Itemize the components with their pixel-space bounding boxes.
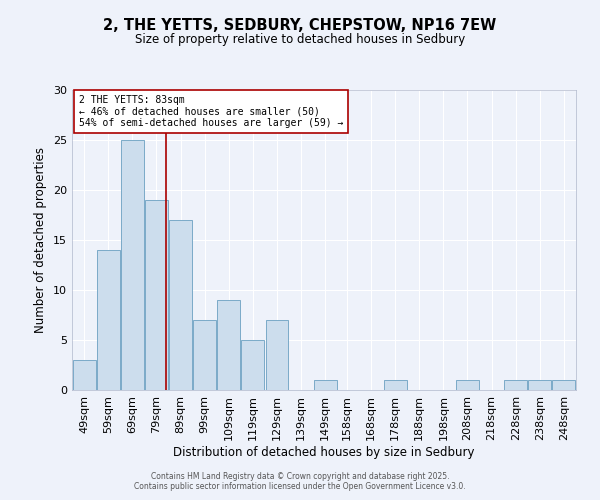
- Text: 2 THE YETTS: 83sqm
← 46% of detached houses are smaller (50)
54% of semi-detache: 2 THE YETTS: 83sqm ← 46% of detached hou…: [79, 95, 344, 128]
- Text: Contains HM Land Registry data © Crown copyright and database right 2025.: Contains HM Land Registry data © Crown c…: [151, 472, 449, 481]
- Bar: [145, 200, 168, 390]
- Text: 2, THE YETTS, SEDBURY, CHEPSTOW, NP16 7EW: 2, THE YETTS, SEDBURY, CHEPSTOW, NP16 7E…: [103, 18, 497, 32]
- Bar: [121, 140, 144, 390]
- Bar: [314, 380, 337, 390]
- Bar: [241, 340, 265, 390]
- Bar: [553, 380, 575, 390]
- Bar: [193, 320, 216, 390]
- Bar: [383, 380, 407, 390]
- Bar: [169, 220, 192, 390]
- Bar: [504, 380, 527, 390]
- Y-axis label: Number of detached properties: Number of detached properties: [34, 147, 47, 333]
- Text: Contains public sector information licensed under the Open Government Licence v3: Contains public sector information licen…: [134, 482, 466, 491]
- Bar: [529, 380, 551, 390]
- Bar: [266, 320, 289, 390]
- Bar: [456, 380, 479, 390]
- Bar: [217, 300, 240, 390]
- Bar: [97, 250, 119, 390]
- Bar: [73, 360, 95, 390]
- X-axis label: Distribution of detached houses by size in Sedbury: Distribution of detached houses by size …: [173, 446, 475, 458]
- Text: Size of property relative to detached houses in Sedbury: Size of property relative to detached ho…: [135, 32, 465, 46]
